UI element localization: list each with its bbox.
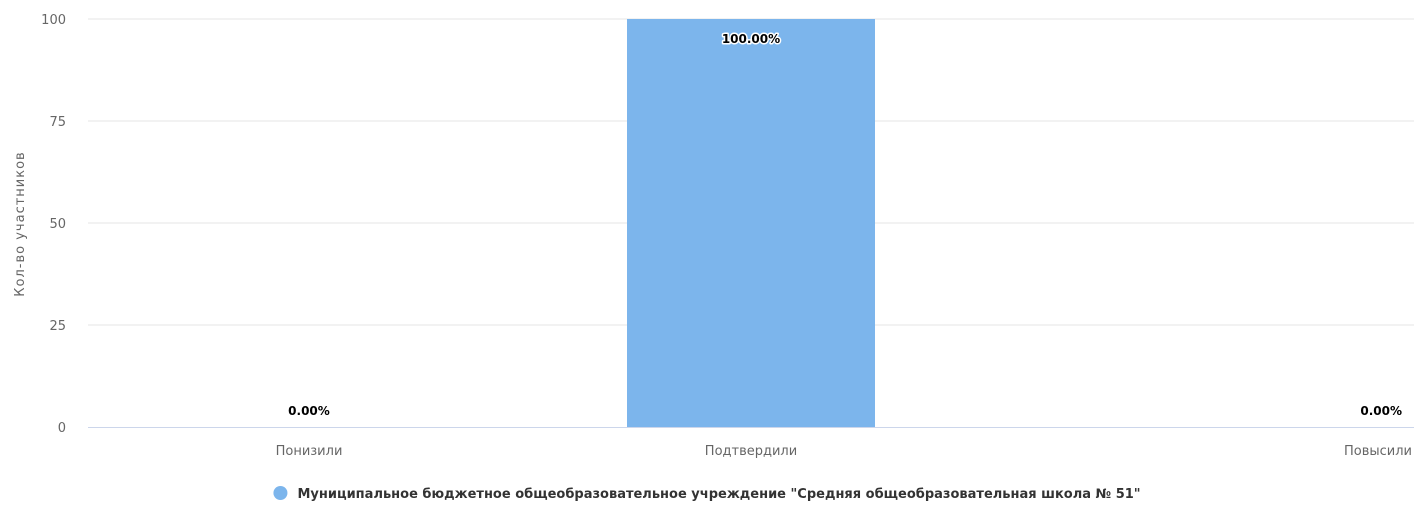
data-label: 0.00% xyxy=(1360,404,1402,418)
data-label: 0.00% xyxy=(288,404,330,418)
x-tick-label: Подтвердили xyxy=(705,444,797,459)
x-tick-label: Повысили xyxy=(1344,444,1412,459)
y-tick-label: 100 xyxy=(41,13,66,28)
x-axis-ticks: Понизили Подтвердили Повысили xyxy=(276,444,1412,459)
y-tick-label: 75 xyxy=(49,115,66,130)
y-axis-ticks: 0 25 50 75 100 xyxy=(41,13,66,436)
data-labels: 0.00% 100.00% 0.00% xyxy=(287,31,1404,420)
y-axis-title: Кол-во участников xyxy=(13,151,28,296)
legend-marker-icon xyxy=(273,486,288,500)
y-tick-label: 0 xyxy=(58,421,66,436)
bars xyxy=(627,19,875,427)
legend-item-label[interactable]: Муниципальное бюджетное общеобразователь… xyxy=(297,487,1140,502)
x-tick-label: Понизили xyxy=(276,444,343,459)
legend[interactable]: Муниципальное бюджетное общеобразователь… xyxy=(273,486,1141,502)
y-tick-label: 25 xyxy=(49,319,66,334)
y-tick-label: 50 xyxy=(49,217,66,232)
bar-1[interactable] xyxy=(627,19,875,427)
data-label: 100.00% xyxy=(722,32,780,46)
